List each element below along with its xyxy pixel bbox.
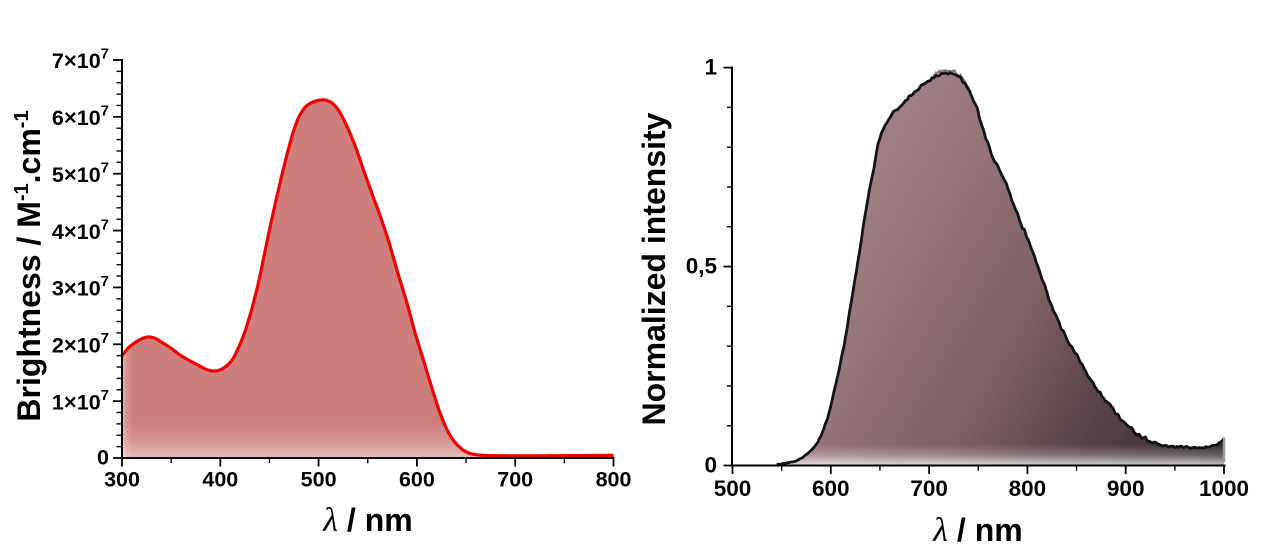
svg-text:1×107: 1×107 (52, 387, 109, 415)
svg-text:800: 800 (596, 467, 632, 491)
svg-text:λ / nm: λ / nm (932, 512, 1022, 549)
svg-text:0,5: 0,5 (686, 254, 717, 279)
svg-text:4×107: 4×107 (52, 216, 109, 244)
svg-text:6×107: 6×107 (52, 103, 109, 131)
svg-text:0: 0 (97, 446, 109, 470)
svg-text:1000: 1000 (1199, 476, 1249, 501)
svg-text:400: 400 (202, 467, 238, 491)
svg-text:7×107: 7×107 (52, 46, 109, 74)
svg-text:3×107: 3×107 (52, 273, 109, 301)
svg-text:λ / nm: λ / nm (322, 502, 412, 539)
svg-text:500: 500 (714, 476, 752, 501)
svg-text:600: 600 (399, 467, 435, 491)
svg-text:600: 600 (812, 476, 850, 501)
svg-text:5×107: 5×107 (52, 159, 109, 187)
svg-text:500: 500 (301, 467, 337, 491)
svg-text:1: 1 (704, 55, 717, 80)
svg-text:0: 0 (704, 453, 717, 478)
svg-text:2×107: 2×107 (52, 330, 109, 358)
svg-text:Brightness / M-1.cm-1: Brightness / M-1.cm-1 (11, 110, 47, 421)
svg-text:300: 300 (104, 467, 140, 491)
svg-text:800: 800 (1009, 476, 1047, 501)
svg-text:Normalized intensity: Normalized intensity (636, 112, 672, 425)
svg-text:900: 900 (1107, 476, 1145, 501)
svg-text:700: 700 (497, 467, 533, 491)
svg-text:700: 700 (910, 476, 948, 501)
